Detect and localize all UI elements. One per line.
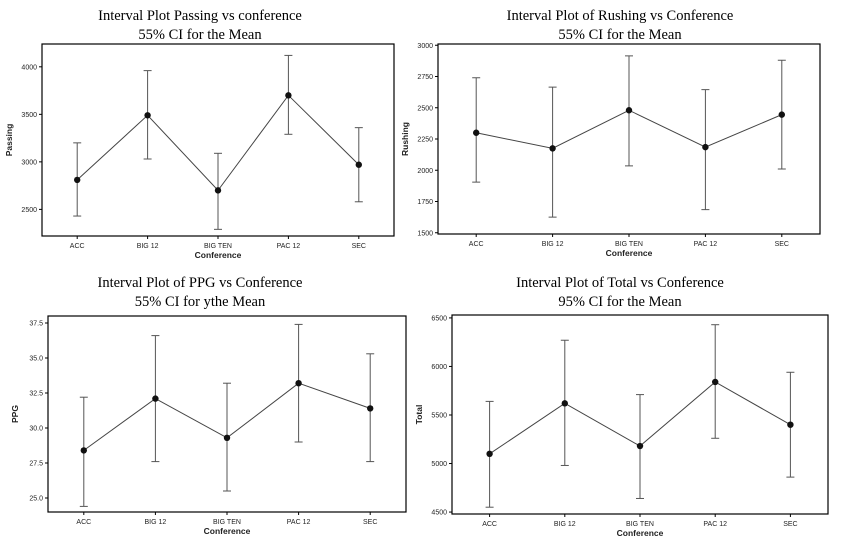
chart-panel-rushing: Interval Plot of Rushing vs Conference 5… <box>400 0 841 272</box>
x-tick-label: SEC <box>352 243 366 250</box>
y-axis-label: Passing <box>4 124 14 157</box>
mean-point <box>473 129 480 136</box>
mean-point <box>295 380 302 387</box>
y-tick-label: 2000 <box>417 168 433 175</box>
y-tick-label: 6000 <box>431 364 447 371</box>
mean-point <box>625 107 633 114</box>
mean-point <box>549 145 556 152</box>
y-tick-label: 27.5 <box>29 461 43 468</box>
mean-point <box>355 161 362 168</box>
mean-point <box>712 378 719 386</box>
mean-point <box>74 176 81 184</box>
y-tick-label: 2250 <box>417 137 433 144</box>
y-tick-label: 4500 <box>431 510 447 517</box>
x-tick-label: ACC <box>76 519 91 526</box>
interval-plot-rushing: 1500 1750 2000 2250 2500 2750 3000 ACC BIG 12 BIG… <box>400 43 821 258</box>
x-tick-label: BIG 12 <box>542 241 564 248</box>
y-axis-label: Total <box>414 405 424 425</box>
y-tick-label: 5500 <box>431 412 447 419</box>
mean-point <box>152 395 159 402</box>
x-tick-label: BIG TEN <box>213 519 241 526</box>
mean-point <box>702 143 709 151</box>
chart-title: Interval Plot Passing vs conference 55% … <box>0 7 400 45</box>
mean-point <box>787 421 794 428</box>
interval-plot-total: 4500 5000 5500 6000 6500 ACC BIG 12 BIG TEN PAC … <box>414 314 829 538</box>
y-tick-label: 35.0 <box>29 356 43 363</box>
chart-panel-ppg: Interval Plot of PPG vs Conference 55% C… <box>0 272 420 551</box>
x-axis-label: Conference <box>617 528 664 538</box>
interval-plot-passing: 2500 3000 3500 4000 ACC BIG 12 BIG TEN PAC 12 SE… <box>4 43 395 260</box>
chart-subtitle-line: 55% CI for the Mean <box>138 27 262 43</box>
x-tick-label: PAC 12 <box>287 519 311 526</box>
chart-title-line: Interval Plot of Total vs Conference <box>516 275 724 291</box>
x-axis-label: Conference <box>606 248 653 258</box>
x-tick-label: BIG TEN <box>626 521 654 528</box>
mean-point <box>367 405 374 412</box>
mean-point <box>486 450 493 458</box>
x-axis-label: Conference <box>195 250 242 260</box>
chart-subtitle-line: 95% CI for the Mean <box>558 294 682 310</box>
x-tick-label: PAC 12 <box>703 521 727 528</box>
chart-title: Interval Plot of Total vs Conference 95%… <box>420 274 820 312</box>
y-tick-label: 1500 <box>417 230 433 237</box>
mean-point <box>778 111 785 118</box>
y-tick-label: 3000 <box>21 159 37 166</box>
y-tick-label: 1750 <box>417 199 433 206</box>
y-tick-label: 37.5 <box>29 321 43 328</box>
mean-point <box>214 187 222 194</box>
y-tick-label: 25.0 <box>29 496 43 503</box>
chart-title: Interval Plot of Rushing vs Conference 5… <box>420 7 820 45</box>
y-tick-label: 4000 <box>21 64 37 71</box>
chart-title-line: Interval Plot of Rushing vs Conference <box>506 8 734 24</box>
x-tick-label: BIG TEN <box>204 243 232 250</box>
y-tick-label: 2500 <box>21 207 37 214</box>
y-tick-label: 3500 <box>21 112 37 119</box>
mean-point <box>561 400 568 407</box>
y-tick-label: 2750 <box>417 74 433 81</box>
x-tick-label: SEC <box>775 241 789 248</box>
chart-panel-total: Interval Plot of Total vs Conference 95%… <box>414 272 841 551</box>
y-tick-label: 3000 <box>417 43 433 50</box>
mean-point <box>80 447 88 454</box>
mean-point <box>223 434 231 441</box>
y-tick-label: 30.0 <box>29 426 43 433</box>
y-tick-label: 2500 <box>417 105 433 112</box>
x-tick-label: SEC <box>363 519 377 526</box>
x-tick-label: BIG 12 <box>137 243 159 250</box>
chart-subtitle-line: 55% CI for the Mean <box>558 27 682 43</box>
chart-title-line: Interval Plot of PPG vs Conference <box>97 275 303 291</box>
x-tick-label: PAC 12 <box>694 241 718 248</box>
chart-panel-passing: Interval Plot Passing vs conference 55% … <box>0 0 420 272</box>
mean-point <box>285 92 292 99</box>
y-axis-label: Rushing <box>400 122 410 156</box>
y-axis-label: PPG <box>10 405 20 423</box>
y-tick-label: 32.5 <box>29 391 43 398</box>
x-tick-label: BIG 12 <box>554 521 576 528</box>
chart-title-line: Interval Plot Passing vs conference <box>98 8 302 24</box>
x-tick-label: SEC <box>783 521 797 528</box>
chart-title: Interval Plot of PPG vs Conference 55% C… <box>0 274 400 312</box>
x-axis-label: Conference <box>204 526 251 536</box>
x-tick-label: BIG 12 <box>145 519 167 526</box>
mean-point <box>144 112 151 119</box>
x-tick-label: ACC <box>70 243 85 250</box>
x-tick-label: ACC <box>469 241 484 248</box>
y-tick-label: 6500 <box>431 315 447 322</box>
y-tick-label: 5000 <box>431 461 447 468</box>
chart-subtitle-line: 55% CI for ythe Mean <box>134 294 266 310</box>
interval-plot-ppg: 25.0 27.5 30.0 32.5 35.0 37.5 ACC BIG 12 BIG TEN… <box>10 315 407 536</box>
x-tick-label: PAC 12 <box>277 243 301 250</box>
mean-point <box>636 442 644 450</box>
x-tick-label: BIG TEN <box>615 241 643 248</box>
x-tick-label: ACC <box>482 521 497 528</box>
